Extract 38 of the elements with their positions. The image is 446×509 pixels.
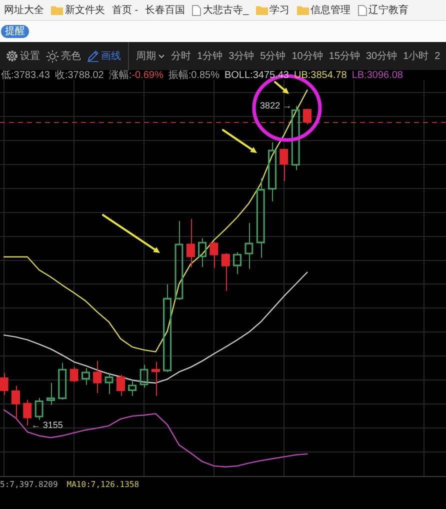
text: 长春百国 xyxy=(145,4,186,17)
candlestick xyxy=(186,218,195,268)
text: 30分钟 xyxy=(366,50,398,63)
text: 设置 xyxy=(20,50,40,63)
text: 1分钟 xyxy=(197,50,223,63)
text: 2 xyxy=(434,50,440,62)
candlestick xyxy=(116,374,126,396)
text: 周期 xyxy=(136,50,156,63)
text: 亮色 xyxy=(61,50,81,63)
text: 3分钟 xyxy=(228,50,254,63)
annotation: 收:3788.02 xyxy=(54,70,104,81)
text: 1小时 xyxy=(403,50,429,63)
annotation: 低:3783.43 xyxy=(1,70,50,81)
text: 新文件夹 xyxy=(65,4,105,17)
text: 画线 xyxy=(101,50,121,63)
annotation: ← 3155 xyxy=(31,420,63,430)
candlestick xyxy=(23,399,32,426)
text: 信息管理 xyxy=(310,4,351,17)
text: 10分钟 xyxy=(292,50,323,63)
annotation: 振幅:0.85% xyxy=(168,70,220,81)
text: 首页 - xyxy=(112,4,138,17)
text: 15分钟 xyxy=(328,50,360,63)
text: 大悲古寺_ xyxy=(203,4,249,17)
text: 5:7,397.8209 xyxy=(0,480,58,490)
candlestick xyxy=(280,148,288,182)
text: 提醒 xyxy=(1,25,29,38)
candlestick xyxy=(151,361,160,396)
annotation: 涨幅:-0.69% xyxy=(108,70,164,81)
text: MA10:7,126.1358 xyxy=(66,480,140,490)
text: 学习 xyxy=(270,4,290,17)
annotation: BOLL:3475.43 xyxy=(224,70,289,81)
text: 辽宁教育 xyxy=(368,4,409,17)
text: 5分钟 xyxy=(260,50,286,63)
text: 网址大全 xyxy=(4,4,44,17)
annotation: UB:3854.78 xyxy=(294,70,347,81)
text: LB:3096.08 xyxy=(352,70,403,81)
text: 分时 xyxy=(171,50,191,63)
annotation: 3822 → xyxy=(260,100,292,110)
